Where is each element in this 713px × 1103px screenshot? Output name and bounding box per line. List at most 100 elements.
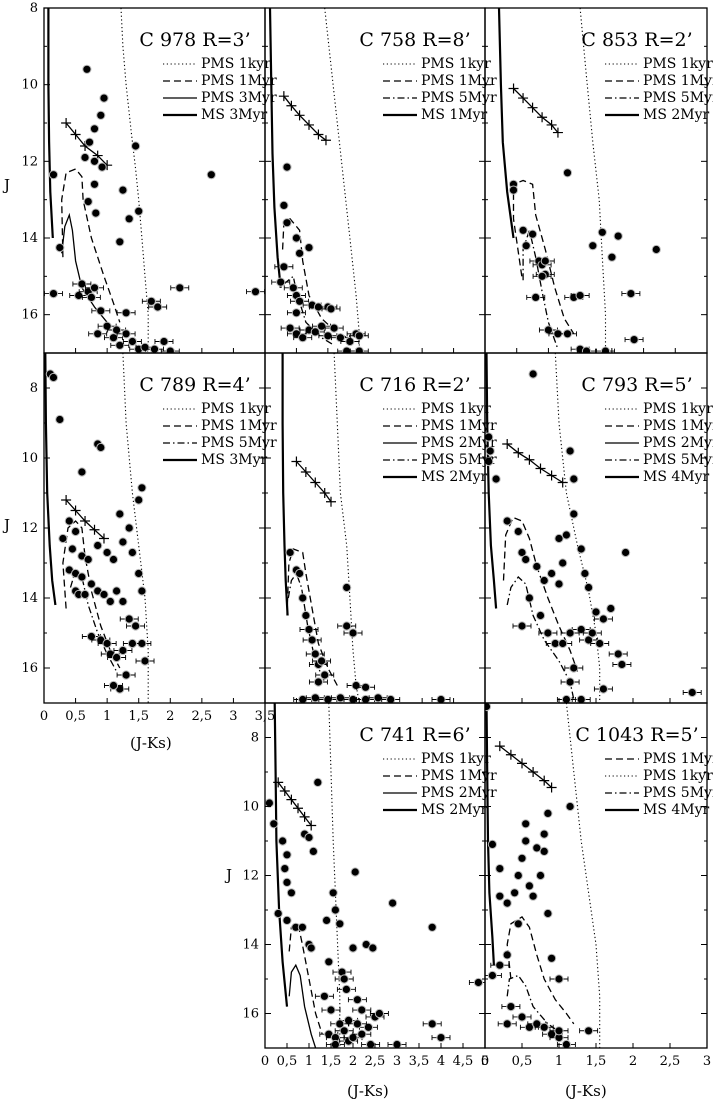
data-point <box>561 1039 571 1048</box>
legend-label: PMS 5Myr <box>201 435 277 451</box>
data-point <box>276 277 286 287</box>
legend-label: PMS 1kyr <box>201 401 271 417</box>
x-tick-label: 5 <box>481 1054 489 1069</box>
data-point <box>285 323 295 333</box>
y-tick-label: 12 <box>21 154 38 169</box>
data-point <box>118 185 128 195</box>
y-tick-label: 16 <box>242 1007 259 1022</box>
reddening-vector <box>513 88 559 134</box>
plot-area <box>268 8 369 353</box>
data-point <box>354 331 364 341</box>
data-point <box>310 649 320 659</box>
data-point <box>606 603 616 614</box>
data-point <box>521 241 531 251</box>
data-point <box>436 1033 446 1043</box>
reddening-cross <box>304 119 314 130</box>
data-point <box>348 943 358 953</box>
data-point <box>269 819 279 829</box>
data-point <box>324 957 334 967</box>
data-point <box>339 1026 349 1036</box>
data-point <box>297 922 307 932</box>
data-point <box>495 864 505 874</box>
data-point <box>598 614 609 624</box>
data-point <box>282 915 292 926</box>
data-point <box>74 290 84 301</box>
data-point <box>77 467 87 477</box>
data-point <box>335 919 345 929</box>
data-point <box>64 516 74 526</box>
reddening-cross <box>546 782 557 793</box>
data-point <box>521 819 531 829</box>
panel-title: C 978 R=3’ <box>139 29 250 51</box>
data-point <box>543 908 553 919</box>
data-point <box>118 537 128 547</box>
reddening-vector <box>295 461 332 503</box>
data-point <box>342 346 352 353</box>
data-point <box>588 241 598 251</box>
data-point <box>539 846 549 857</box>
legend-label: PMS 1Myr <box>421 73 497 89</box>
reddening-cross <box>70 505 81 516</box>
isochrone-ms <box>44 353 57 606</box>
isochrone-ms <box>485 353 498 609</box>
data-point <box>115 340 125 350</box>
data-point <box>159 336 169 347</box>
data-point <box>137 483 147 493</box>
x-axis-title-panel7: (J-Ks) <box>347 1082 389 1100</box>
data-point <box>502 1019 512 1029</box>
plot-area <box>485 703 601 1048</box>
plot-area <box>44 353 155 703</box>
data-point <box>319 991 329 1001</box>
y-tick-label: 10 <box>21 78 38 93</box>
reddening-cross <box>313 129 324 140</box>
y-tick-label: 10 <box>242 800 259 815</box>
data-point <box>532 843 542 853</box>
panel-title: C 1043 R=5’ <box>575 724 698 746</box>
data-point <box>89 283 100 293</box>
legend-label: PMS 1Myr <box>643 73 713 89</box>
reddening-vector <box>506 443 564 484</box>
data-point <box>543 325 554 335</box>
data-point <box>295 568 305 579</box>
reddening-cross <box>70 129 81 140</box>
isochrone-pms-older <box>506 974 564 1035</box>
x-axis-title-panel8: (J-Ks) <box>565 1082 607 1100</box>
reddening-cross <box>320 135 331 146</box>
data-point <box>48 289 59 299</box>
data-point <box>55 414 65 425</box>
data-point <box>651 244 661 255</box>
data-point <box>295 248 305 258</box>
plot-area <box>265 703 485 1048</box>
reddening-cross <box>299 811 310 822</box>
isochrone-pms-1myr <box>281 217 348 339</box>
reddening-vector <box>283 95 327 141</box>
data-point <box>517 547 527 558</box>
data-point <box>124 214 134 224</box>
data-point <box>352 1019 362 1029</box>
data-point <box>323 331 333 341</box>
x-tick-label: 1 <box>555 1054 563 1069</box>
isochrone-ms <box>281 353 289 616</box>
data-point <box>576 544 586 554</box>
data-point <box>86 579 97 589</box>
reddening-cross <box>286 794 297 805</box>
data-point <box>373 693 383 703</box>
reddening-cross <box>306 820 317 831</box>
y-axis-title-row1: J <box>2 176 10 194</box>
legend-label: PMS 5Myr <box>643 90 713 106</box>
panel-title: C 716 R=2’ <box>359 374 470 396</box>
data-point <box>539 575 549 586</box>
data-point <box>345 336 355 347</box>
data-point <box>540 256 550 266</box>
data-point <box>282 162 292 172</box>
x-tick-label: 1 <box>103 709 111 724</box>
data-point <box>487 839 497 850</box>
reddening-cross <box>286 100 297 111</box>
legend-label: PMS 2Myr <box>421 785 497 801</box>
reddening-cross <box>508 83 519 94</box>
data-point <box>320 670 330 680</box>
data-point <box>554 533 564 544</box>
data-point <box>368 943 378 953</box>
y-axis-title-row2: J <box>2 516 10 534</box>
